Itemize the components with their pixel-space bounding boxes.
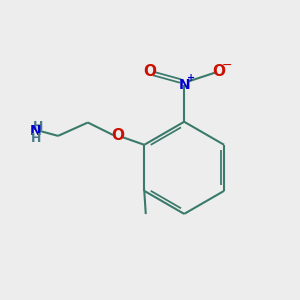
Text: O: O (111, 128, 124, 143)
Text: +: + (187, 73, 195, 83)
Text: −: − (221, 59, 232, 72)
Text: H: H (31, 132, 42, 145)
Text: N: N (30, 124, 42, 138)
Text: N: N (178, 78, 190, 92)
Text: H: H (33, 120, 44, 133)
Text: O: O (143, 64, 157, 79)
Text: O: O (212, 64, 225, 79)
